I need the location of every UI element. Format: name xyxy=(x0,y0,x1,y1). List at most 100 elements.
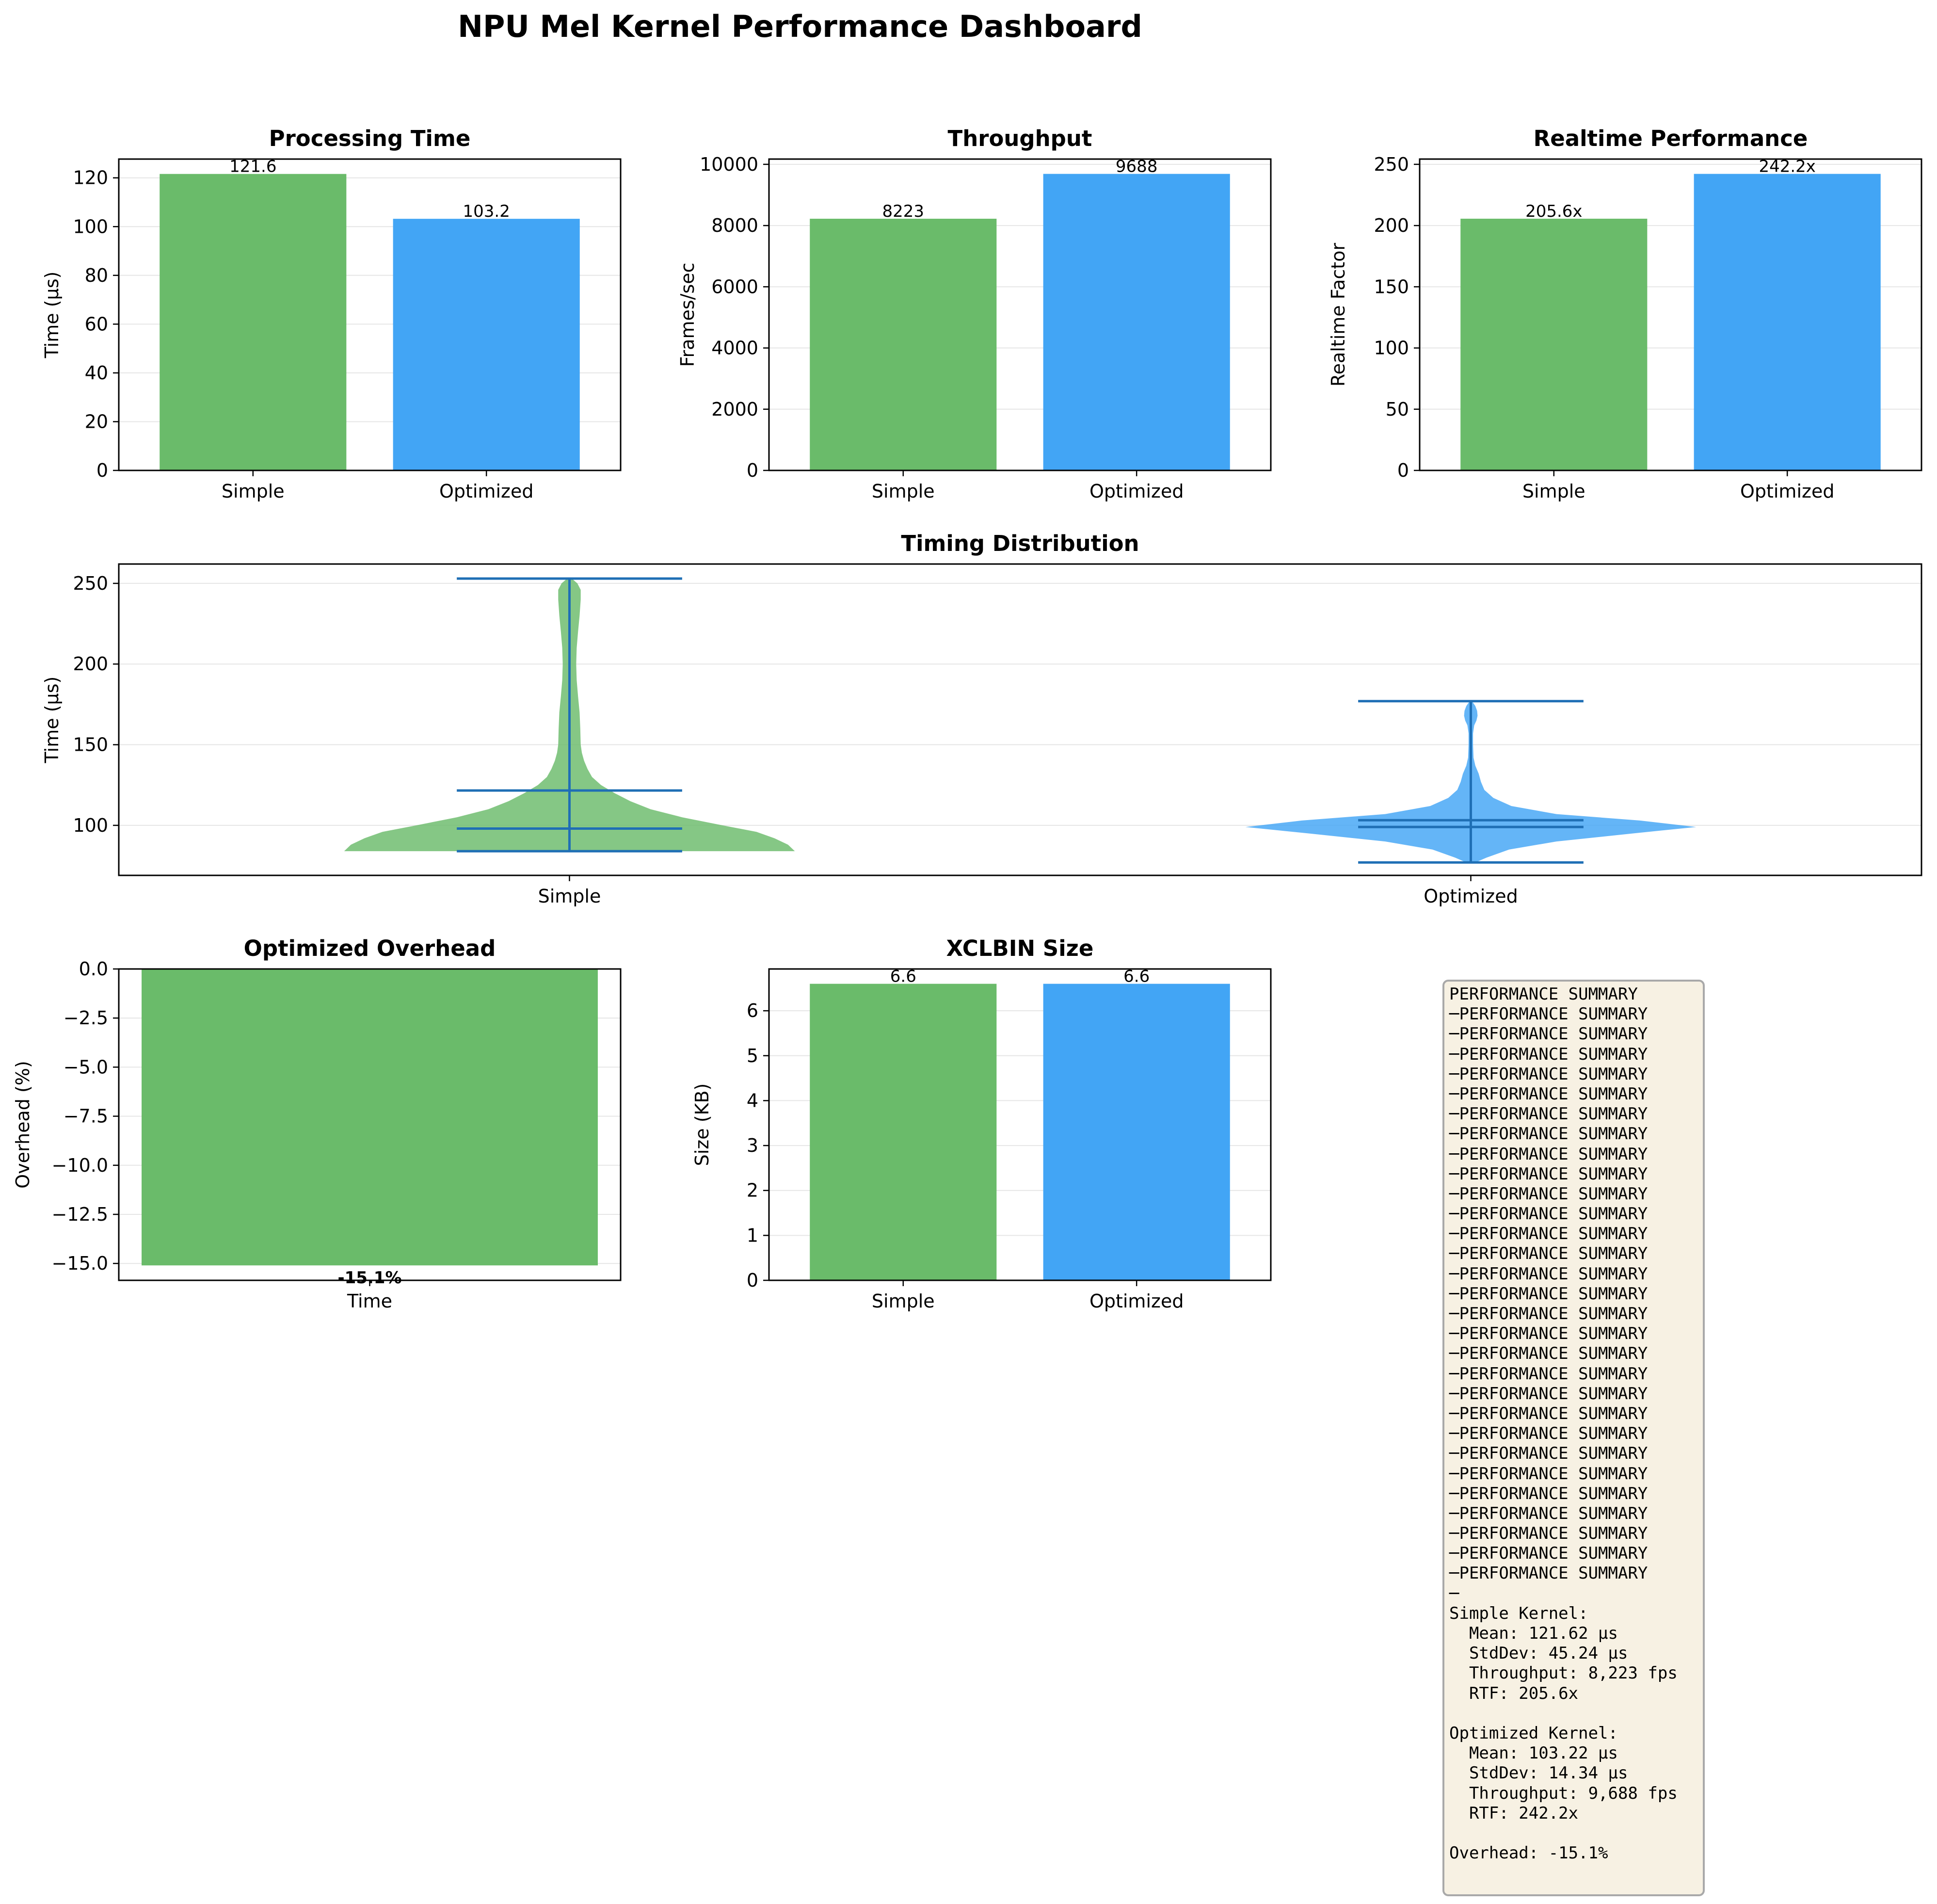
y-tick-label: 80 xyxy=(85,265,108,286)
x-tick-label: Simple xyxy=(538,886,601,907)
x-tick-label: Simple xyxy=(1522,481,1585,502)
summary-line: Simple Kernel: xyxy=(1449,1603,1588,1623)
summary-line: ─PERFORMANCE SUMMARY xyxy=(1449,1524,1648,1544)
y-tick-label: 3 xyxy=(747,1135,758,1156)
summary-line: ─PERFORMANCE SUMMARY xyxy=(1449,1204,1648,1224)
summary-line: ─ xyxy=(1449,1583,1459,1603)
y-tick-label: 2 xyxy=(747,1180,758,1201)
y-tick-label: 1 xyxy=(747,1225,758,1246)
axes-frame xyxy=(768,158,1272,471)
summary-line: Throughput: 9,688 fps xyxy=(1449,1783,1678,1803)
chart-processing-time: 0 20 40 60 80 100 120 Processing Time Time (µs) S… xyxy=(41,126,622,502)
chart-timing-distribution: 100 150 200 250 Timing Distribution Time (µs)… xyxy=(41,531,1922,907)
summary-line: ─PERFORMANCE SUMMARY xyxy=(1449,1444,1648,1464)
y-tick-label: 120 xyxy=(73,167,108,189)
bar-optimized xyxy=(1043,984,1230,1280)
x-tick-label: Optimized xyxy=(439,481,534,502)
y-tick-label: 50 xyxy=(1386,399,1409,420)
y-tick-label: −15.0 xyxy=(52,1253,108,1274)
summary-line: ─PERFORMANCE SUMMARY xyxy=(1449,1304,1648,1323)
summary-line: Throughput: 8,223 fps xyxy=(1449,1663,1678,1683)
y-axis-label: Realtime Factor xyxy=(1328,243,1349,387)
value-label: 6.6 xyxy=(1123,967,1150,986)
summary-line: ─PERFORMANCE SUMMARY xyxy=(1449,1364,1648,1384)
summary-line: ─PERFORMANCE SUMMARY xyxy=(1449,1184,1648,1204)
summary-line: ─PERFORMANCE SUMMARY xyxy=(1449,1164,1648,1184)
chart-title: Realtime Performance xyxy=(1534,126,1808,151)
y-tick-label: 150 xyxy=(73,734,108,756)
summary-line: Optimized Kernel: xyxy=(1449,1723,1618,1743)
bar-simple xyxy=(810,219,997,471)
summary-line: Mean: 103.22 µs xyxy=(1449,1743,1618,1763)
bar-optimized xyxy=(1694,174,1881,471)
axes-frame xyxy=(1419,158,1922,471)
x-tick-label: Optimized xyxy=(1089,1291,1184,1312)
x-tick-label: Time xyxy=(347,1291,392,1312)
y-tick-label: 60 xyxy=(85,313,108,335)
y-tick-label: 6 xyxy=(747,1000,758,1021)
value-label: 103.2 xyxy=(463,202,510,221)
summary-line: ─PERFORMANCE SUMMARY xyxy=(1449,1144,1648,1164)
summary-line: ─PERFORMANCE SUMMARY xyxy=(1449,1084,1648,1104)
y-tick-label: −12.5 xyxy=(52,1204,108,1225)
value-label: 121.6 xyxy=(229,157,276,177)
value-label: -15.1% xyxy=(337,1268,401,1288)
summary-line: ─PERFORMANCE SUMMARY xyxy=(1449,1264,1648,1284)
performance-summary-box: PERFORMANCE SUMMARY ─PERFORMANCE SUMMARY ─… xyxy=(1442,980,1705,1896)
bar-time xyxy=(142,969,598,1266)
y-tick-label: 0 xyxy=(96,460,108,481)
y-tick-label: 0 xyxy=(747,460,758,481)
chart-xclbin-size: 0 1 2 3 4 5 6 XCLBIN Size Size (KB) Simple 6.6 Opti… xyxy=(691,936,1272,1312)
y-axis-label: Time (µs) xyxy=(41,677,63,764)
summary-line: ─PERFORMANCE SUMMARY xyxy=(1449,1404,1648,1423)
y-tick-label: 2000 xyxy=(711,399,758,420)
summary-line: StdDev: 14.34 µs xyxy=(1449,1763,1628,1783)
summary-line: RTF: 242.2x xyxy=(1449,1803,1579,1823)
y-axis-label: Time (µs) xyxy=(41,272,63,359)
summary-line: ─PERFORMANCE SUMMARY xyxy=(1449,1224,1648,1244)
y-tick-label: 250 xyxy=(73,573,108,594)
axes-frame xyxy=(768,968,1272,1281)
x-tick-label: Simple xyxy=(872,481,935,502)
bar-simple xyxy=(160,174,347,470)
axes-frame xyxy=(118,563,1922,876)
summary-line: ─PERFORMANCE SUMMARY xyxy=(1449,1384,1648,1404)
value-label: 9688 xyxy=(1116,157,1158,177)
x-tick-label: Simple xyxy=(872,1291,935,1312)
x-tick-label: Optimized xyxy=(1089,481,1184,502)
chart-title: XCLBIN Size xyxy=(946,936,1094,961)
value-label: 8223 xyxy=(882,202,925,221)
summary-line: ─PERFORMANCE SUMMARY xyxy=(1449,1484,1648,1503)
summary-line: ─PERFORMANCE SUMMARY xyxy=(1449,1044,1648,1064)
summary-line: ─PERFORMANCE SUMMARY xyxy=(1449,1064,1648,1084)
summary-line: ─PERFORMANCE SUMMARY xyxy=(1449,1124,1648,1144)
summary-line xyxy=(1449,1704,1698,1724)
y-tick-label: 10000 xyxy=(700,154,758,175)
y-tick-label: −7.5 xyxy=(64,1106,108,1127)
summary-line xyxy=(1449,1823,1698,1843)
summary-line: StdDev: 45.24 µs xyxy=(1449,1644,1628,1663)
chart-title: Optimized Overhead xyxy=(244,936,496,961)
summary-line: ─PERFORMANCE SUMMARY xyxy=(1449,1284,1648,1304)
y-tick-label: −10.0 xyxy=(52,1155,108,1176)
summary-line: ─PERFORMANCE SUMMARY xyxy=(1449,1344,1648,1364)
summary-line: RTF: 205.6x xyxy=(1449,1683,1579,1703)
y-tick-label: 0.0 xyxy=(79,958,108,980)
y-tick-label: 100 xyxy=(1374,338,1409,359)
y-tick-label: 0 xyxy=(1397,460,1409,481)
y-tick-label: −2.5 xyxy=(64,1007,108,1029)
summary-line: ─PERFORMANCE SUMMARY xyxy=(1449,1244,1648,1264)
bar-simple xyxy=(1460,218,1648,470)
y-tick-label: 6000 xyxy=(711,276,758,297)
y-tick-label: 8000 xyxy=(711,215,758,236)
dashboard-title: NPU Mel Kernel Performance Dashboard xyxy=(458,9,1142,44)
summary-line: Mean: 121.62 µs xyxy=(1449,1624,1618,1643)
y-axis-label: Size (KB) xyxy=(691,1083,713,1166)
axes-frame xyxy=(118,158,622,471)
summary-line: ─PERFORMANCE SUMMARY xyxy=(1449,1424,1648,1444)
y-tick-label: 200 xyxy=(1374,215,1409,236)
y-tick-label: 200 xyxy=(73,653,108,675)
y-axis-label: Frames/sec xyxy=(677,262,698,367)
y-axis-label: Overhead (%) xyxy=(12,1061,33,1188)
